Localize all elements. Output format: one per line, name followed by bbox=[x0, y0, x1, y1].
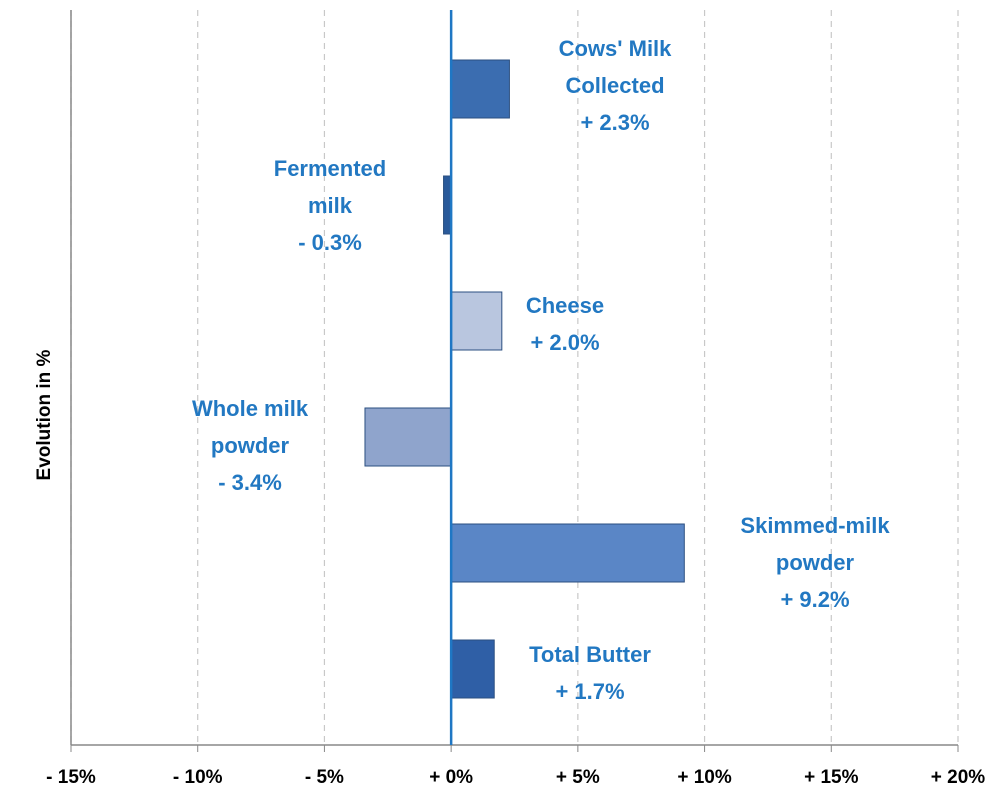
x-tick-label: + 10% bbox=[677, 767, 732, 788]
x-tick-label: + 0% bbox=[429, 767, 473, 788]
category-label: Cheese bbox=[525, 293, 605, 318]
value-label: + 2.3% bbox=[580, 110, 650, 135]
value-label: - 3.4% bbox=[218, 470, 282, 495]
bar-label: Total Butter + 1.7% bbox=[500, 636, 680, 710]
value-label: + 2.0% bbox=[530, 330, 600, 355]
x-tick-label: + 5% bbox=[556, 767, 600, 788]
x-tick-label: - 10% bbox=[173, 767, 223, 788]
x-tick-label: - 5% bbox=[305, 767, 344, 788]
x-tick-label: + 20% bbox=[931, 767, 986, 788]
value-label: + 9.2% bbox=[780, 587, 850, 612]
bar bbox=[450, 59, 510, 119]
bar bbox=[450, 291, 503, 351]
category-label: Fermented milk bbox=[273, 156, 387, 218]
bar-label: Cows' Milk Collected + 2.3% bbox=[540, 30, 690, 141]
bar bbox=[450, 523, 685, 583]
category-label: Whole milk powder bbox=[191, 396, 309, 458]
y-axis-label: Evolution in % bbox=[34, 349, 55, 480]
bar bbox=[364, 407, 452, 467]
x-tick-label: - 15% bbox=[46, 767, 96, 788]
x-tick-label: + 15% bbox=[804, 767, 859, 788]
category-label: Total Butter bbox=[529, 642, 651, 667]
bar bbox=[450, 639, 495, 699]
bar-label: Skimmed-milk powder + 9.2% bbox=[725, 507, 905, 618]
value-label: + 1.7% bbox=[555, 679, 625, 704]
category-label: Skimmed-milk powder bbox=[740, 513, 890, 575]
value-label: - 0.3% bbox=[298, 230, 362, 255]
bar-label: Cheese + 2.0% bbox=[505, 287, 625, 361]
bar-label: Whole milk powder - 3.4% bbox=[175, 390, 325, 501]
bar-label: Fermented milk - 0.3% bbox=[265, 150, 395, 261]
category-label: Cows' Milk Collected bbox=[558, 36, 672, 98]
